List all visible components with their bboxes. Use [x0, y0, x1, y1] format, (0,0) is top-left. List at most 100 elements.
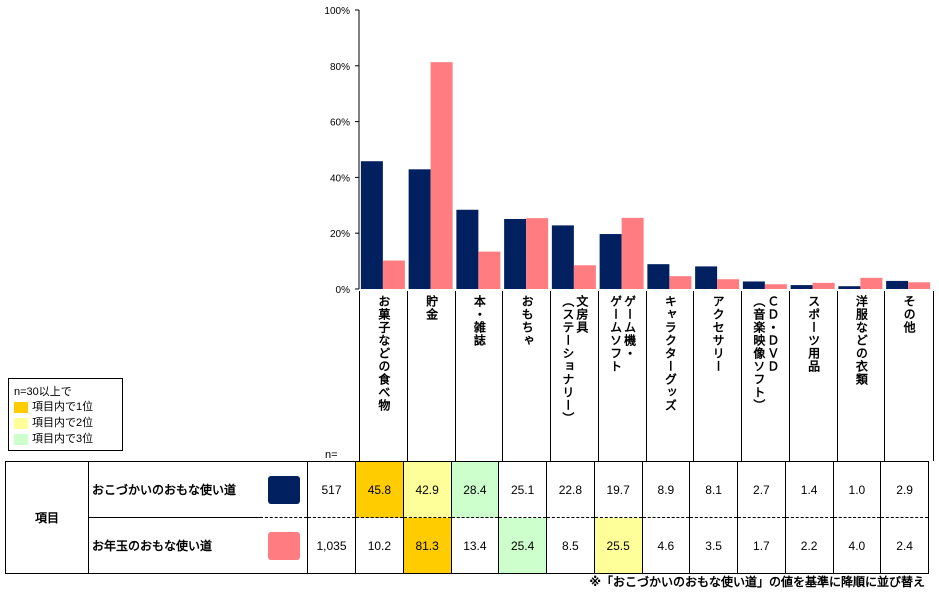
- category-label: 文房具 （ステーショナリー）: [560, 295, 589, 425]
- bar-allowance: [838, 286, 861, 289]
- y-tick-label: 80%: [330, 62, 350, 73]
- n-label: n=: [325, 449, 338, 461]
- category-cell: ゲーム機・ ゲームソフト: [597, 291, 647, 461]
- value-cell: 19.7: [593, 461, 643, 518]
- value-cell: 8.9: [641, 461, 691, 518]
- category-label: その他: [902, 295, 917, 334]
- rank-legend: n=30以上で 項目内で1位 項目内で2位 項目内で3位: [8, 378, 123, 451]
- category-label: 貯金: [424, 295, 439, 321]
- footnote: ※「おこづかいのおもな使い道」の値を基準に降順に並び替え: [589, 575, 925, 589]
- rank1-swatch: [14, 401, 28, 413]
- y-tick-label: 60%: [330, 118, 350, 129]
- category-cell: 文房具 （ステーショナリー）: [550, 291, 599, 461]
- category-label: おもちゃ: [520, 295, 535, 347]
- value-cell: 28.4: [450, 461, 500, 518]
- bar-newyear: [526, 218, 549, 289]
- table-row-newyear: お年玉のおもな使い道 1,035 10.2 81.3 13.4 25.4 8.5 25.5…: [6, 517, 929, 574]
- value-cell: 10.2: [355, 517, 404, 574]
- value-cell: 81.3: [402, 517, 452, 574]
- bar-newyear: [430, 62, 453, 289]
- category-label: アクセサリー: [711, 295, 726, 373]
- bar-allowance: [790, 285, 813, 289]
- bar-newyear: [669, 276, 692, 289]
- category-cell: お菓子などの食べ物: [359, 291, 408, 461]
- y-tick-label: 0%: [336, 285, 351, 296]
- allowance-color-swatch: [267, 475, 300, 504]
- value-cell: 42.9: [402, 461, 452, 518]
- value-cell: 1.0: [832, 461, 882, 518]
- table-row-allowance: 項目 おこづかいのおもな使い道 517 45.8 42.9 28.4 25.1 22.8…: [5, 461, 929, 574]
- series-label-newyear: お年玉のおもな使い道: [88, 517, 260, 574]
- legend-item-rank3: 項目内で3位: [14, 432, 93, 446]
- value-cell: 2.7: [737, 461, 786, 518]
- legend-item-rank1: 項目内で1位: [14, 400, 93, 414]
- bar-allowance: [360, 161, 383, 289]
- bar-newyear: [908, 282, 931, 289]
- bar-allowance: [408, 169, 431, 289]
- data-table: 項目 おこづかいのおもな使い道 517 45.8 42.9 28.4 25.1 22.8…: [5, 461, 929, 574]
- value-cell: 4.0: [832, 517, 882, 574]
- category-label: スポーツ用品: [806, 295, 821, 373]
- legend-item-rank2: 項目内で2位: [14, 416, 93, 430]
- bar-allowance: [886, 280, 909, 289]
- category-label: 洋服などの衣類: [854, 295, 869, 386]
- sample-size-allowance: 517: [307, 461, 356, 518]
- value-cell: 8.1: [689, 461, 738, 518]
- legend-title: n=30以上で: [14, 386, 72, 398]
- bar-newyear: [382, 260, 405, 289]
- bar-newyear: [764, 284, 787, 289]
- y-tick-label: 20%: [330, 229, 350, 240]
- value-cell: 22.8: [546, 461, 595, 518]
- value-cell: 2.2: [784, 517, 834, 574]
- category-cell: 本・雑誌: [454, 291, 504, 461]
- bar-allowance: [456, 209, 479, 289]
- category-label: ＣＤ・ＤＶＤ （音楽映像ソフト）: [751, 295, 780, 412]
- category-cell: ＣＤ・ＤＶＤ （音楽映像ソフト）: [741, 291, 790, 461]
- bar-allowance: [695, 266, 718, 289]
- bar-allowance: [599, 234, 622, 289]
- category-cell: スポーツ用品: [788, 291, 838, 461]
- category-cell: 洋服などの衣類: [836, 291, 886, 461]
- series-label-allowance: おこづかいのおもな使い道: [88, 461, 260, 518]
- category-label: ゲーム機・ ゲームソフト: [608, 295, 637, 373]
- row-header: 項目: [5, 461, 89, 574]
- bar-newyear: [621, 217, 644, 289]
- y-tick-label: 40%: [330, 173, 350, 184]
- category-cell: おもちゃ: [502, 291, 551, 461]
- newyear-color-swatch: [267, 531, 300, 560]
- category-label: お菓子などの食べ物: [376, 295, 391, 412]
- bar-allowance: [551, 225, 574, 289]
- value-cell: 2.4: [880, 517, 929, 574]
- value-cell: 25.1: [498, 461, 547, 518]
- value-cell: 4.6: [641, 517, 691, 574]
- series-swatch-allowance: [260, 461, 308, 518]
- category-label: 本・雑誌: [472, 295, 487, 347]
- value-cell: 1.7: [737, 517, 786, 574]
- value-cell: 3.5: [689, 517, 738, 574]
- series-swatch-newyear: [260, 517, 308, 574]
- category-cell: アクセサリー: [693, 291, 742, 461]
- category-cell: 貯金: [406, 291, 456, 461]
- category-cell: その他: [884, 291, 934, 461]
- category-cell: キャラクターグッズ: [645, 291, 695, 461]
- category-label: キャラクターグッズ: [663, 295, 678, 412]
- bar-newyear: [860, 277, 883, 289]
- bar-allowance: [504, 218, 527, 289]
- rank2-swatch: [14, 417, 28, 429]
- value-cell: 45.8: [355, 461, 404, 518]
- bar-newyear: [478, 251, 501, 289]
- value-cell: 25.4: [498, 517, 547, 574]
- value-cell: 2.9: [880, 461, 929, 518]
- value-cell: 25.5: [593, 517, 643, 574]
- rank3-swatch: [14, 433, 28, 445]
- bar-newyear: [573, 265, 596, 289]
- y-tick-label: 100%: [324, 6, 350, 17]
- bar-allowance: [742, 281, 765, 289]
- bar-chart: 100% 80% 60% 40% 20% 0%: [324, 6, 931, 296]
- value-cell: 8.5: [546, 517, 595, 574]
- bar-allowance: [647, 264, 670, 289]
- value-cell: 13.4: [450, 517, 500, 574]
- sample-size-newyear: 1,035: [307, 517, 356, 574]
- value-cell: 1.4: [784, 461, 834, 518]
- bar-newyear: [717, 279, 740, 289]
